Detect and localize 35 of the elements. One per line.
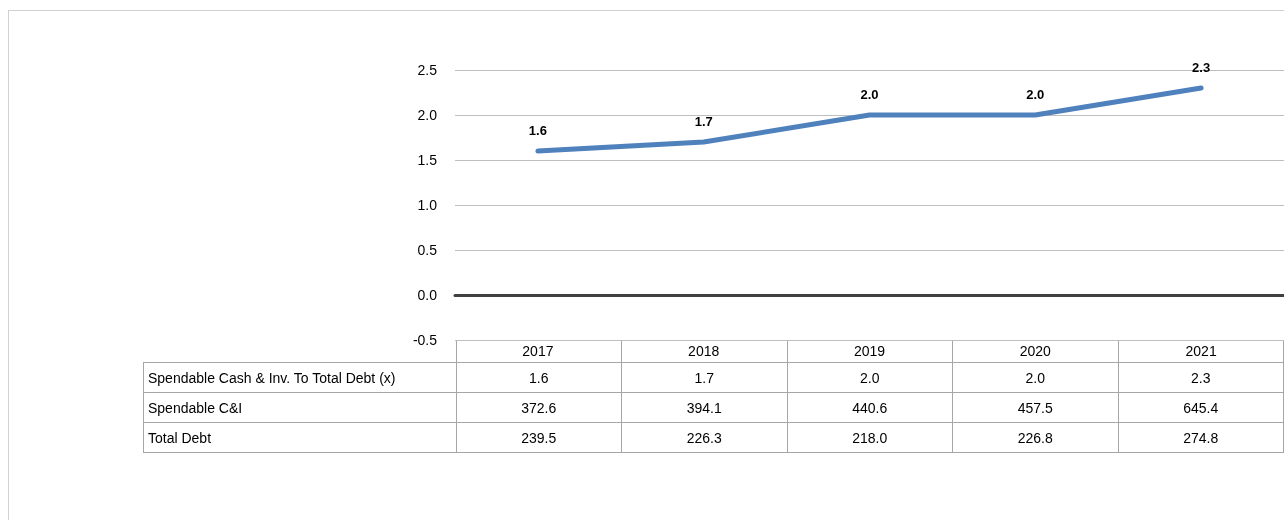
x-tick-label: 2021 bbox=[1185, 343, 1217, 359]
text: 645.4 bbox=[1183, 399, 1219, 416]
data-label: 1.7 bbox=[621, 362, 787, 393]
y-tick-label: 0.0 bbox=[417, 287, 438, 303]
text: 440.6 bbox=[852, 399, 888, 416]
text: 2.3 bbox=[1192, 60, 1211, 75]
text: 226.8 bbox=[1017, 429, 1053, 446]
data-label: 2.0 bbox=[787, 362, 953, 393]
text: 372.6 bbox=[521, 399, 557, 416]
y-tick-label: 2.5 bbox=[417, 62, 438, 78]
text: 1.7 bbox=[694, 114, 713, 129]
text: Total Debt bbox=[143, 422, 456, 453]
text: 226.3 bbox=[686, 429, 722, 446]
text: 218.0 bbox=[852, 429, 888, 446]
text: 394.1 bbox=[686, 399, 722, 416]
y-tick-label: 0.5 bbox=[417, 242, 438, 258]
text: 457.5 bbox=[1017, 399, 1053, 416]
y-tick-label: 1.5 bbox=[417, 152, 438, 168]
text: 239.5 bbox=[521, 429, 557, 446]
data-label: 2.0 bbox=[952, 362, 1118, 393]
text: Spendable Cash & Inv. To Total Debt (x) bbox=[143, 362, 456, 393]
x-tick-label: 2018 bbox=[688, 343, 720, 359]
y-tick-label: 2.0 bbox=[417, 107, 438, 123]
y-tick-label: -0.5 bbox=[412, 332, 438, 348]
data-label: 1.6 bbox=[456, 362, 622, 393]
text: Spendable C&I bbox=[143, 392, 456, 423]
x-tick-label: 2020 bbox=[1019, 343, 1052, 359]
text: 2.0 bbox=[860, 87, 879, 102]
text: 274.8 bbox=[1183, 429, 1219, 446]
text: 2.0 bbox=[1026, 87, 1045, 102]
x-tick-label: 2019 bbox=[853, 343, 886, 359]
text: 1.6 bbox=[528, 123, 547, 138]
x-tick-label: 2017 bbox=[522, 343, 554, 359]
y-tick-label: 1.0 bbox=[417, 197, 438, 213]
data-label: 2.3 bbox=[1118, 362, 1284, 393]
